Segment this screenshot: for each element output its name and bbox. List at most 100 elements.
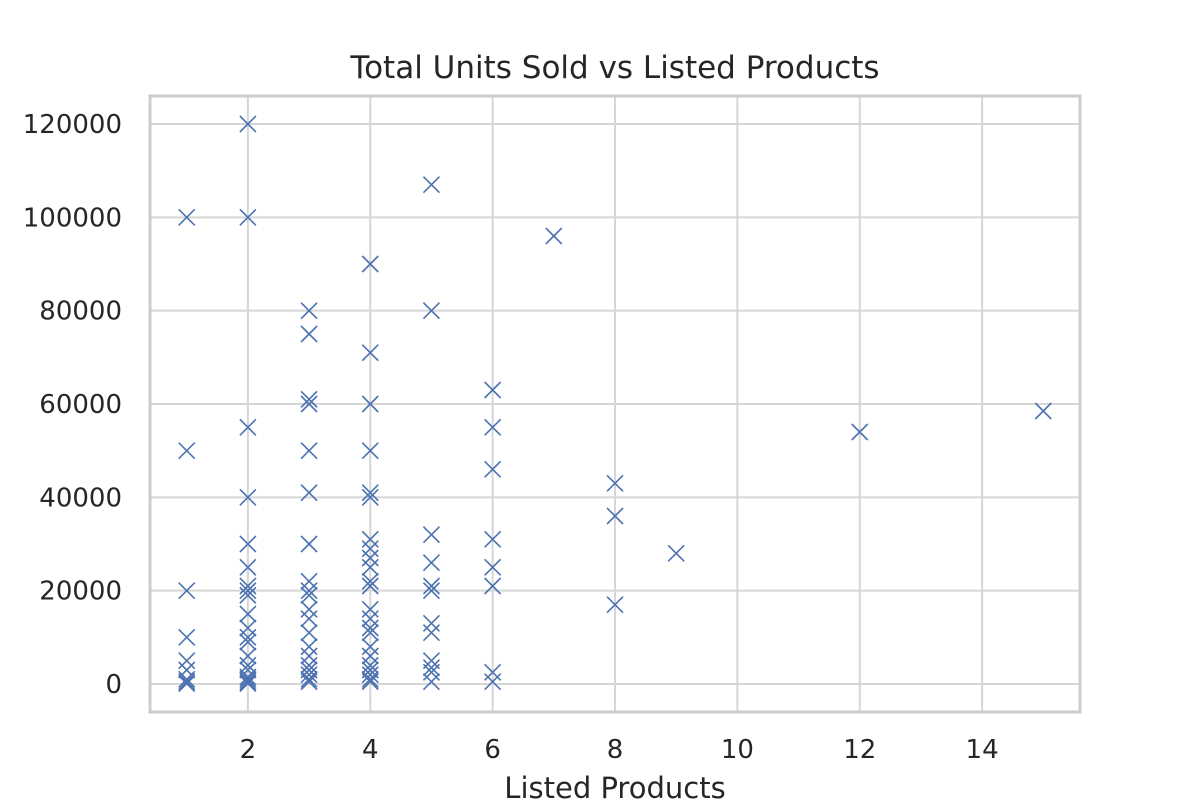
data-point: [484, 577, 502, 595]
data-point: [484, 460, 502, 478]
data-point: [361, 344, 379, 362]
y-tick-label: 100000: [23, 203, 122, 233]
data-point: [606, 596, 624, 614]
data-point: [239, 535, 257, 553]
plot-frame: [148, 94, 1082, 714]
data-point: [239, 628, 257, 646]
data-point: [239, 115, 257, 133]
data-point: [300, 302, 318, 320]
data-point: [361, 610, 379, 628]
data-point: [300, 390, 318, 408]
data-point: [667, 544, 685, 562]
x-tick-labels: 2 4 6 8 10 12 14: [240, 735, 999, 765]
data-point: [484, 418, 502, 436]
data-point: [239, 619, 257, 637]
data-point: [178, 670, 196, 688]
y-tick-label: 60000: [39, 390, 122, 420]
y-tick-label: 20000: [39, 577, 122, 607]
y-tick-label: 0: [105, 670, 122, 700]
data-point: [422, 673, 441, 691]
data-point: [422, 302, 441, 320]
grid-lines: [150, 96, 1080, 712]
data-point: [484, 673, 502, 691]
data-point: [239, 674, 257, 693]
data-point: [239, 418, 257, 436]
data-point: [300, 610, 318, 628]
data-point: [300, 647, 318, 665]
data-point: [300, 624, 318, 642]
data-point: [361, 488, 379, 506]
data-point: [484, 663, 502, 681]
data-point: [361, 670, 379, 688]
y-tick-label: 80000: [39, 297, 122, 327]
data-point: [422, 554, 441, 572]
data-point: [178, 442, 196, 460]
y-tick-label: 40000: [39, 483, 122, 513]
x-tick-label: 8: [607, 735, 624, 765]
data-point: [239, 582, 257, 600]
data-point: [178, 673, 196, 691]
data-point: [239, 577, 257, 595]
data-point: [361, 484, 379, 502]
data-point: [300, 586, 318, 604]
data-point: [361, 442, 379, 460]
data-point: [484, 381, 502, 399]
data-point: [239, 605, 257, 623]
data-point: [300, 442, 318, 460]
x-tick-label: 10: [721, 735, 754, 765]
data-point: [851, 423, 869, 441]
data-point: [300, 325, 318, 343]
data-point: [361, 600, 379, 618]
data-point: [361, 255, 379, 273]
data-point: [300, 666, 318, 684]
data-point: [422, 614, 441, 632]
data-point: [606, 474, 624, 492]
data-point: [239, 558, 257, 576]
x-tick-label: 12: [843, 735, 876, 765]
data-point: [361, 666, 379, 684]
data-point: [239, 647, 257, 665]
data-point: [300, 638, 318, 656]
data-point: [239, 208, 257, 226]
data-point: [300, 395, 318, 413]
data-point: [1034, 402, 1052, 420]
data-point: [300, 582, 318, 600]
y-tick-labels: 0 20000 40000 60000 80000 100000 120000: [23, 110, 122, 700]
data-point: [545, 227, 563, 245]
data-point: [484, 530, 502, 548]
data-point: [300, 572, 318, 590]
data-point: [300, 535, 318, 553]
data-point: [178, 628, 196, 646]
data-point: [239, 586, 257, 604]
data-point: [239, 633, 257, 651]
data-point: [361, 558, 379, 576]
data-point: [422, 577, 441, 595]
data-point: [361, 577, 379, 595]
data-point: [239, 488, 257, 506]
x-tick-label: 14: [966, 735, 999, 765]
x-axis-label: Listed Products: [504, 771, 725, 800]
data-point: [361, 530, 379, 548]
data-point: [300, 600, 318, 618]
data-point: [361, 572, 379, 590]
data-point: [606, 507, 624, 525]
y-tick-label: 120000: [23, 110, 122, 140]
data-point: [239, 668, 257, 686]
data-point: [361, 647, 379, 665]
data-point: [484, 558, 502, 576]
data-point: [239, 670, 257, 688]
data-point: [361, 540, 379, 558]
data-point: [361, 549, 379, 567]
data-point: [422, 582, 441, 600]
data-point: [178, 208, 196, 226]
data-point: [361, 638, 379, 656]
data-point: [361, 656, 379, 674]
data-point: [361, 395, 379, 413]
data-points: [178, 115, 1052, 693]
data-point: [300, 656, 318, 674]
data-point: [178, 652, 196, 670]
data-point: [239, 673, 257, 691]
x-tick-label: 2: [240, 735, 257, 765]
x-tick-label: 4: [362, 735, 379, 765]
data-point: [422, 176, 441, 194]
